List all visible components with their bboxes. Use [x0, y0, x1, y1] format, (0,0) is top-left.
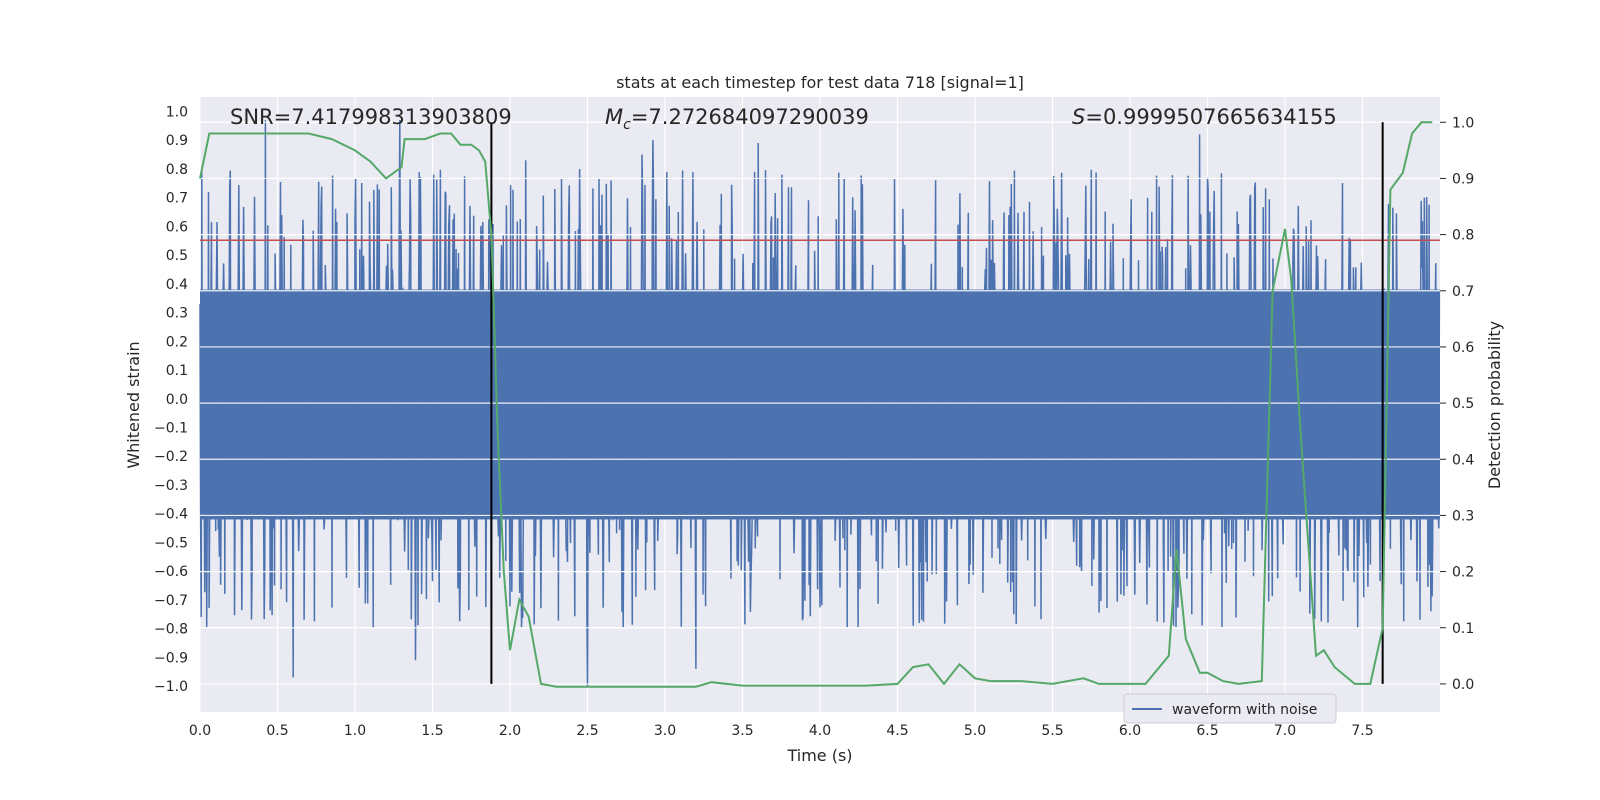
x-tick-label: 0.5: [266, 723, 288, 739]
legend-entry: waveform with noise: [1172, 702, 1317, 718]
score-annotation: S=0.9999507665634155: [1072, 105, 1337, 129]
chirp-mass-value: =7.272684097290039: [631, 105, 869, 129]
y2-tick-label: 0.7: [1452, 284, 1474, 300]
x-tick-label: 1.5: [421, 723, 443, 739]
y2-tick-label: 1.0: [1452, 115, 1474, 131]
x-tick-label: 2.5: [576, 723, 598, 739]
y-tick-label: −1.0: [154, 679, 188, 695]
y2-tick-label: 0.3: [1452, 508, 1474, 524]
y2-tick-label: 0.2: [1452, 565, 1474, 581]
y-axis-label: Whitened strain: [124, 341, 143, 468]
y-tick-labels: 1.0 0.9 0.8 0.7 0.6 0.5 0.4 0.3 0.2 0.1 0.0 −0.1 −0.…: [154, 104, 188, 695]
legend: waveform with noise: [1123, 693, 1337, 724]
y-tick-label: 0.9: [166, 133, 188, 149]
x-tick-label: 6.0: [1119, 723, 1141, 739]
y-tick-label: 0.4: [166, 277, 188, 293]
y-tick-label: 0.3: [166, 306, 188, 322]
x-tick-label: 1.0: [344, 723, 366, 739]
y2-axis-label: Detection probability: [1485, 321, 1504, 489]
y-tick-label: −0.1: [154, 420, 188, 436]
y2-tick-label: 0.8: [1452, 228, 1474, 244]
probability-series-line: [199, 121, 1433, 688]
x-tick-labels: 0.0 0.5 1.0 1.5 2.0 2.5 3.0 3.5 4.0 4.5 5.0 5.5 6.0 6…: [189, 723, 1374, 739]
y-tick-label: −0.2: [154, 449, 188, 465]
y-tick-label: 0.6: [166, 219, 188, 235]
x-tick-label: 4.5: [886, 723, 908, 739]
y-tick-label: 0.1: [166, 363, 188, 379]
x-tick-label: 4.0: [809, 723, 831, 739]
y-tick-label: −0.5: [154, 535, 188, 551]
x-tick-label: 3.5: [731, 723, 753, 739]
x-tick-label: 5.0: [964, 723, 986, 739]
waveform-trace: [199, 119, 1441, 687]
y2-tick-label: 0.4: [1452, 452, 1474, 468]
score-value: =0.9999507665634155: [1085, 105, 1336, 129]
chart-title: stats at each timestep for test data 718…: [616, 73, 1024, 92]
x-tick-label: 0.0: [189, 723, 211, 739]
chirp-mass-annotation: Mc=7.272684097290039: [605, 105, 869, 133]
score-symbol: S: [1072, 105, 1085, 129]
y-tick-label: −0.3: [154, 478, 188, 494]
x-tick-label: 2.0: [499, 723, 521, 739]
y-tick-label: 0.7: [166, 191, 188, 207]
y-tick-label: −0.7: [154, 593, 188, 609]
y2-tick-label: 0.9: [1452, 171, 1474, 187]
y-tick-label: 0.5: [166, 248, 188, 264]
y2-tick-label: 0.5: [1452, 396, 1474, 412]
y-tick-label: −0.6: [154, 564, 188, 580]
y-tick-label: −0.4: [154, 507, 188, 523]
x-tick-label: 6.5: [1196, 723, 1218, 739]
chirp-mass-symbol: M: [605, 105, 623, 129]
y-tick-label: −0.8: [154, 622, 188, 638]
waveform-series: [199, 119, 1441, 687]
y-tick-label: 0.2: [166, 334, 188, 350]
y2-tick-label: 0.0: [1452, 677, 1474, 693]
y2-tick-label: 0.1: [1452, 621, 1474, 637]
y2-tick-label: 0.6: [1452, 340, 1474, 356]
x-tick-label: 3.0: [654, 723, 676, 739]
x-tick-label: 7.5: [1351, 723, 1373, 739]
legend-box: [1123, 693, 1337, 724]
y-tick-label: 0.0: [166, 392, 188, 408]
y-tick-label: 0.8: [166, 162, 188, 178]
y-tick-label: 1.0: [166, 104, 188, 120]
snr-annotation: SNR=7.417998313903809: [230, 105, 512, 129]
x-tick-label: 7.0: [1274, 723, 1296, 739]
x-axis-label: Time (s): [786, 746, 852, 765]
y-tick-label: −0.9: [154, 650, 188, 666]
y2-tick-labels: 1.0 0.9 0.8 0.7 0.6 0.5 0.4 0.3 0.2 0.1 0.0: [1440, 115, 1474, 693]
chirp-mass-subscript: c: [623, 117, 631, 133]
x-tick-label: 5.5: [1041, 723, 1063, 739]
